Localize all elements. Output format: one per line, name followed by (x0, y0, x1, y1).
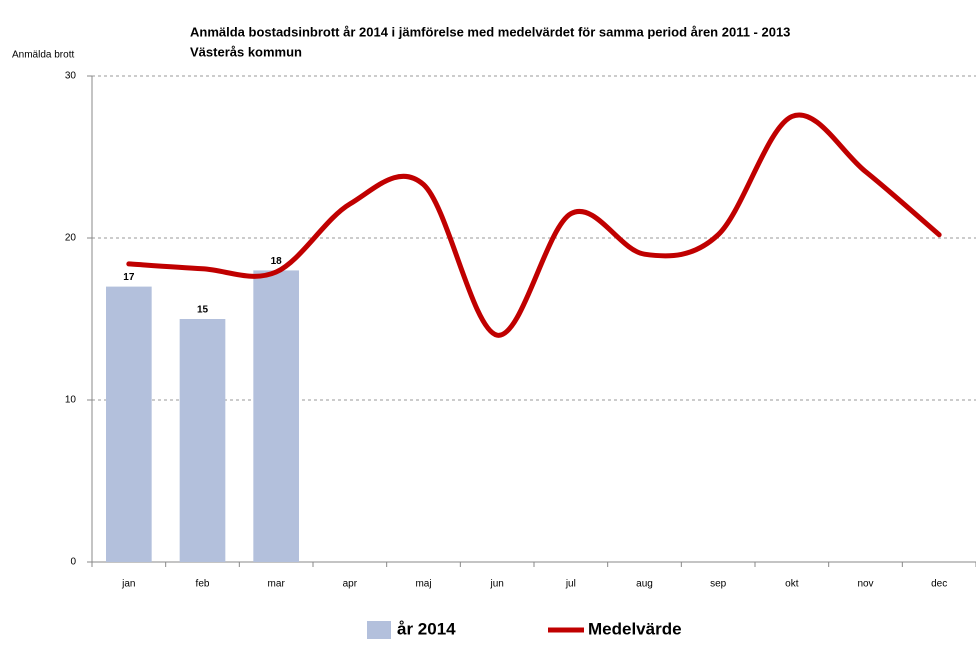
x-tick-label: okt (785, 579, 799, 590)
x-tick-label: nov (857, 579, 873, 590)
y-axis-label: Anmälda brott (12, 50, 74, 61)
x-tick-label: mar (268, 579, 286, 590)
x-tick-label: maj (415, 579, 431, 590)
x-tick-label: apr (343, 579, 358, 590)
y-tick-label: 20 (65, 233, 77, 244)
x-tick-label: jun (489, 579, 503, 590)
y-tick-label: 30 (65, 71, 77, 82)
legend-label: Medelvärde (588, 619, 682, 638)
x-tick-label: jan (121, 579, 135, 590)
chart-subtitle: Västerås kommun (190, 44, 302, 59)
x-tick-label: dec (931, 579, 947, 590)
bar (179, 319, 226, 562)
x-tick-label: jul (565, 579, 576, 590)
bar (253, 270, 300, 562)
legend-label: år 2014 (397, 619, 456, 638)
x-tick-label: feb (196, 579, 210, 590)
line (126, 112, 942, 338)
chart-title: Anmälda bostadsinbrott år 2014 i jämföre… (190, 24, 790, 39)
data-label: 15 (197, 305, 209, 316)
y-tick-label: 10 (65, 395, 77, 406)
x-tick-label: sep (710, 579, 727, 590)
y-tick-label: 0 (70, 557, 76, 568)
data-label: 17 (123, 272, 135, 283)
legend-swatch (367, 621, 391, 639)
x-tick-label: aug (636, 579, 653, 590)
data-label: 18 (271, 256, 283, 267)
bar (105, 286, 152, 562)
